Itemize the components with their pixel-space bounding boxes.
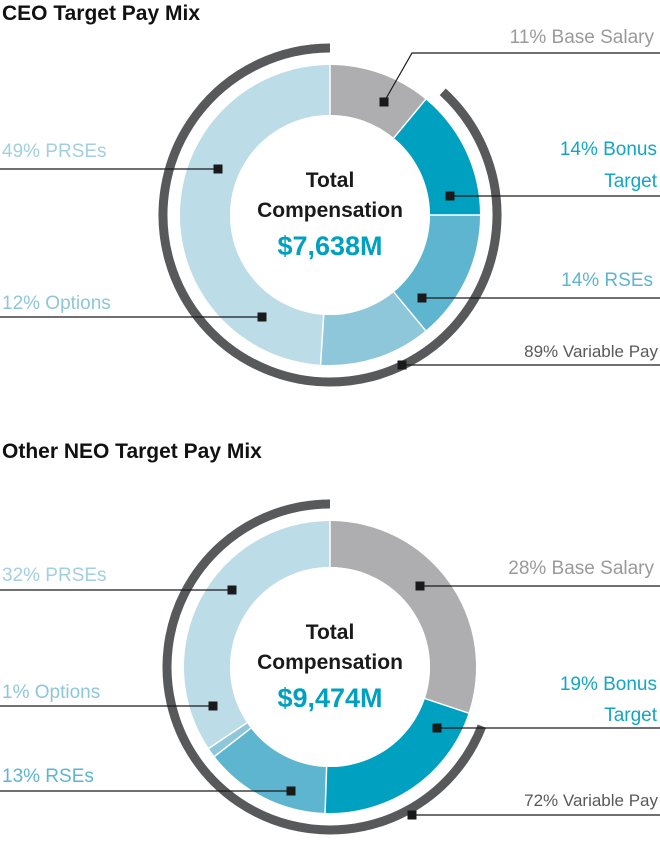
ceo-center-total: $7,638M — [277, 231, 382, 261]
neo-label-prses: 32% PRSEs — [2, 565, 107, 586]
ceo-slice-base-salary — [330, 65, 426, 138]
neo-label-bonus-target: Target — [604, 705, 658, 726]
neo-slice-base-salary — [330, 521, 476, 714]
ceo-slice-options — [320, 292, 426, 365]
neo-label-bonus-target: 19% Bonus — [560, 674, 657, 695]
ceo-variable-pay-arc — [158, 43, 502, 387]
neo-marker-rses — [286, 786, 296, 796]
neo-label-rses: 13% RSEs — [2, 766, 94, 787]
ceo-label-bonus-target: Target — [604, 171, 658, 192]
ceo-marker-rses — [417, 293, 427, 303]
ceo-center-circle — [230, 115, 430, 315]
ceo-label-rses: 14% RSEs — [561, 270, 653, 291]
ceo-marker-base-salary — [379, 97, 389, 107]
neo-marker-variable-pay — [407, 810, 417, 820]
ceo-marker-variable-pay — [397, 360, 407, 370]
ceo-label-prses: 49% PRSEs — [2, 141, 107, 162]
neo-marker-prses — [227, 585, 237, 595]
ceo-leader-line-base-salary — [383, 52, 660, 103]
neo-slice-rses — [214, 728, 327, 813]
neo-center-label-line2: Compensation — [257, 651, 403, 674]
neo-slice-separator — [208, 722, 248, 749]
ceo-slice-bonus-target — [393, 99, 480, 215]
neo-slice-separator — [214, 727, 252, 757]
neo-center-label-line1: Total — [306, 621, 355, 644]
neo-marker-base-salary — [415, 581, 425, 591]
ceo-marker-options — [257, 312, 267, 322]
neo-center-circle — [230, 567, 430, 767]
neo-center-total: $9,474M — [277, 683, 382, 713]
ceo-chart-title: CEO Target Pay Mix — [2, 2, 201, 25]
ceo-marker-bonus-target — [445, 191, 455, 201]
ceo-slice-separator — [319, 314, 325, 365]
ceo-label-bonus-target: 14% Bonus — [560, 139, 657, 160]
neo-variable-pay-arc — [162, 499, 487, 835]
neo-slice-prses — [184, 521, 330, 749]
neo-marker-bonus-target — [432, 723, 442, 733]
ceo-center-label-line1: Total — [306, 169, 355, 192]
ceo-marker-prses — [213, 164, 223, 174]
ceo-slice-rses — [393, 215, 480, 331]
neo-slice-options — [208, 722, 251, 757]
neo-slice-separator — [424, 697, 469, 714]
neo-label-options: 1% Options — [2, 682, 100, 703]
neo-slice-separator — [324, 766, 328, 813]
neo-label-base-salary: 28% Base Salary — [508, 558, 654, 579]
ceo-label-base-salary: 11% Base Salary — [510, 27, 655, 48]
neo-chart-title: Other NEO Target Pay Mix — [2, 440, 262, 463]
neo-marker-options — [208, 701, 218, 711]
ceo-slice-separator — [393, 98, 427, 139]
ceo-label-options: 12% Options — [2, 293, 111, 314]
ceo-slice-separator — [393, 291, 427, 332]
neo-label-variable-pay: 72% Variable Pay — [524, 791, 658, 810]
ceo-slice-prses — [179, 65, 330, 365]
ceo-center-label-line2: Compensation — [257, 199, 403, 222]
ceo-label-variable-pay: 89% Variable Pay — [524, 342, 658, 361]
